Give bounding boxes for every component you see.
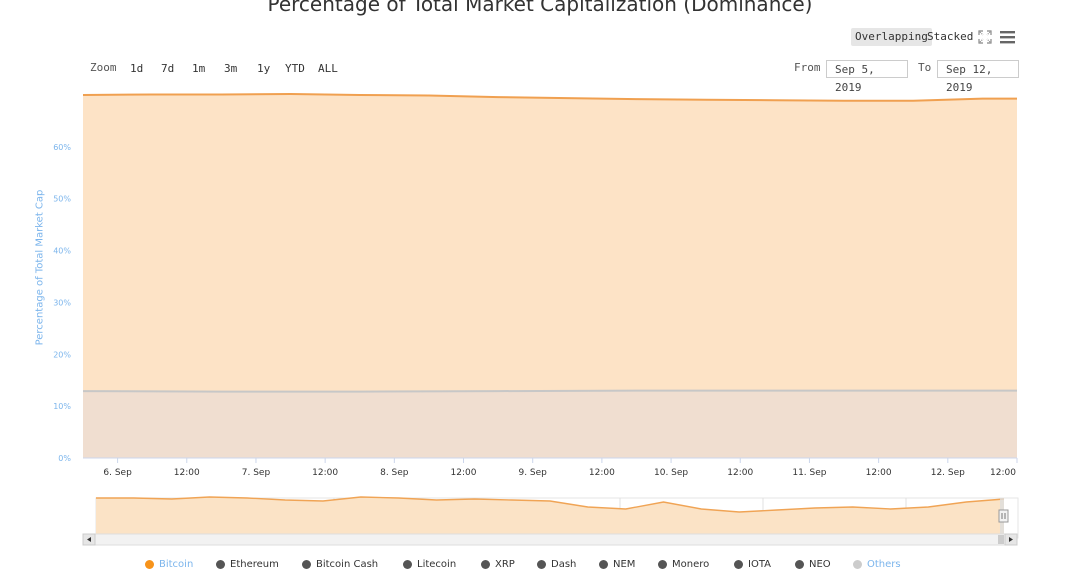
from-label: From [794, 61, 821, 74]
x-tick-label: 12:00 [451, 468, 477, 478]
x-tick-label: 12:00 [589, 468, 615, 478]
legend-item-neo[interactable]: NEO [795, 559, 831, 570]
legend-item-monero[interactable]: Monero [658, 559, 709, 570]
x-tick-label: 9. Sep [518, 468, 547, 478]
navigator[interactable]: 201420152016201720182019 [0, 494, 1080, 550]
scrollbar-thumb[interactable] [998, 535, 1004, 544]
navigator-handle-grip-icon [1001, 513, 1006, 519]
fullscreen-icon[interactable] [977, 29, 993, 45]
to-label: To [918, 61, 932, 74]
from-date-input[interactable]: Sep 5, 2019 [826, 60, 908, 94]
x-tick-label: 12:00 [866, 468, 892, 478]
y-tick-label: 10% [53, 402, 71, 411]
legend-dot-icon [302, 560, 311, 569]
legend-item-bitcoin-cash[interactable]: Bitcoin Cash [302, 559, 378, 570]
legend: Bitcoin Ethereum Bitcoin Cash Litecoin X… [0, 559, 1080, 571]
legend-dot-icon [658, 560, 667, 569]
legend-item-iota[interactable]: IOTA [734, 559, 771, 570]
scroll-left-arrow-icon [87, 537, 91, 542]
legend-item-ethereum[interactable]: Ethereum [216, 559, 279, 570]
x-tick-label: 11. Sep [792, 468, 826, 478]
stacked-button[interactable]: Stacked [927, 30, 974, 43]
x-tick-label: 12:00 [727, 468, 753, 478]
zoom-label: Zoom [90, 61, 117, 74]
legend-item-others[interactable]: Others [853, 559, 901, 570]
zoom-1d-button[interactable]: 1d [130, 62, 144, 75]
overlapping-button[interactable]: Overlapping [851, 28, 932, 46]
navigator-area [96, 497, 1004, 538]
series-line-ethereum[interactable] [82, 389, 1017, 393]
x-tick-label: 12:00 [312, 468, 338, 478]
chart-title: Percentage of Total Market Capitalizatio… [267, 0, 813, 16]
y-tick-label: 30% [53, 298, 71, 307]
legend-item-dash[interactable]: Dash [537, 559, 576, 570]
legend-dot-icon [537, 560, 546, 569]
series-area-bitcoin [83, 94, 1017, 458]
y-tick-label: 60% [53, 143, 71, 152]
x-tick-label: 12:00 [990, 468, 1016, 478]
zoom-1m-button[interactable]: 1m [192, 62, 206, 75]
main-chart[interactable]: 0% 10% 20% 30% 40% 50% 60% 6. Sep 12:00 7. Sep 12… [0, 0, 1080, 490]
x-tick-label: 12:00 [174, 468, 200, 478]
x-tick-label: 7. Sep [242, 468, 271, 478]
legend-item-xrp[interactable]: XRP [481, 559, 515, 570]
legend-item-bitcoin[interactable]: Bitcoin [145, 559, 193, 570]
navigator-handle[interactable] [998, 509, 1009, 523]
zoom-all-button[interactable]: ALL [318, 62, 338, 75]
legend-dot-icon [403, 560, 412, 569]
navigator-line [96, 496, 1005, 513]
y-tick-label: 40% [53, 247, 71, 256]
x-tick-label: 6. Sep [103, 468, 132, 478]
legend-item-nem[interactable]: NEM [599, 559, 635, 570]
legend-dot-icon [734, 560, 743, 569]
menu-icon[interactable] [999, 29, 1017, 45]
y-tick-label: 0% [58, 454, 71, 463]
scrollbar-track[interactable] [82, 533, 1018, 546]
zoom-3m-button[interactable]: 3m [224, 62, 238, 75]
zoom-ytd-button[interactable]: YTD [285, 62, 305, 75]
zoom-1y-button[interactable]: 1y [257, 62, 271, 75]
y-tick-label: 50% [53, 195, 71, 204]
to-date-input[interactable]: Sep 12, 2019 [937, 60, 1019, 94]
series-line-bitcoin[interactable] [82, 92, 1017, 102]
x-tick-label: 8. Sep [380, 468, 409, 478]
legend-dot-icon [795, 560, 804, 569]
zoom-7d-button[interactable]: 7d [161, 62, 175, 75]
scroll-right-arrow-icon [1009, 537, 1013, 542]
legend-dot-icon [853, 560, 862, 569]
legend-dot-icon [145, 560, 154, 569]
legend-item-litecoin[interactable]: Litecoin [403, 559, 456, 570]
legend-dot-icon [481, 560, 490, 569]
series-area-ethereum [83, 390, 1017, 458]
y-tick-label: 20% [53, 350, 71, 359]
legend-dot-icon [599, 560, 608, 569]
legend-dot-icon [216, 560, 225, 569]
x-tick-label: 10. Sep [654, 468, 688, 478]
x-tick-label: 12. Sep [931, 468, 965, 478]
